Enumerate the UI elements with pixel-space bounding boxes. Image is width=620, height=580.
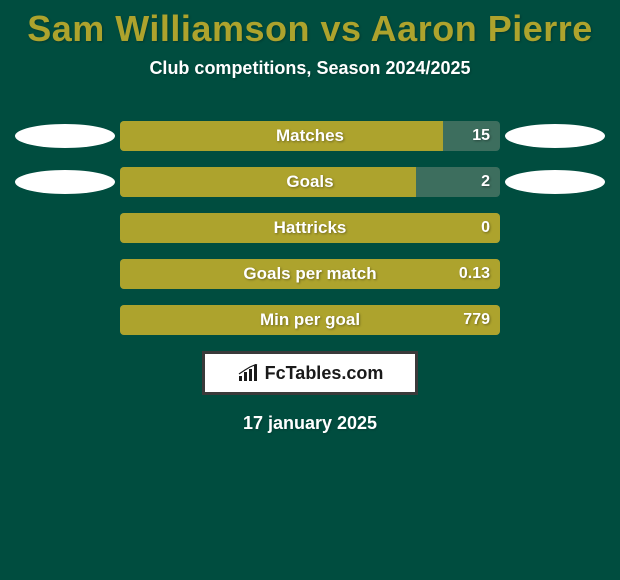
chart-icon — [237, 364, 259, 382]
player-ellipse-right — [505, 124, 605, 148]
left-side — [10, 259, 120, 289]
stat-bar: Matches15 — [120, 121, 500, 151]
stat-label: Matches — [120, 121, 500, 151]
player-ellipse-right — [505, 170, 605, 194]
right-side — [500, 213, 610, 243]
right-side — [500, 167, 610, 197]
stat-bar: Goals2 — [120, 167, 500, 197]
stat-row: Goals2 — [10, 167, 610, 197]
player-ellipse-left — [15, 170, 115, 194]
stat-value: 2 — [481, 167, 490, 197]
left-side — [10, 167, 120, 197]
comparison-infographic: Sam Williamson vs Aaron Pierre Club comp… — [0, 0, 620, 580]
stat-value: 779 — [463, 305, 490, 335]
date-text: 17 january 2025 — [0, 413, 620, 434]
stat-value: 0 — [481, 213, 490, 243]
right-side — [500, 121, 610, 151]
left-side — [10, 121, 120, 151]
stat-label: Min per goal — [120, 305, 500, 335]
logo-text: FcTables.com — [265, 363, 384, 384]
right-side — [500, 259, 610, 289]
stat-value: 0.13 — [459, 259, 490, 289]
right-side — [500, 305, 610, 335]
stat-bar: Hattricks0 — [120, 213, 500, 243]
stat-label: Hattricks — [120, 213, 500, 243]
stat-row: Min per goal779 — [10, 305, 610, 335]
stat-row: Matches15 — [10, 121, 610, 151]
stat-bar: Goals per match0.13 — [120, 259, 500, 289]
logo-box: FcTables.com — [202, 351, 418, 395]
player-ellipse-left — [15, 124, 115, 148]
stat-row: Hattricks0 — [10, 213, 610, 243]
stat-value: 15 — [472, 121, 490, 151]
stat-label: Goals — [120, 167, 500, 197]
page-title: Sam Williamson vs Aaron Pierre — [0, 0, 620, 50]
page-subtitle: Club competitions, Season 2024/2025 — [0, 58, 620, 79]
left-side — [10, 305, 120, 335]
stat-label: Goals per match — [120, 259, 500, 289]
stat-rows: Matches15 Goals2 Hattricks0 Goals per match… — [0, 121, 620, 335]
left-side — [10, 213, 120, 243]
stat-bar: Min per goal779 — [120, 305, 500, 335]
stat-row: Goals per match0.13 — [10, 259, 610, 289]
